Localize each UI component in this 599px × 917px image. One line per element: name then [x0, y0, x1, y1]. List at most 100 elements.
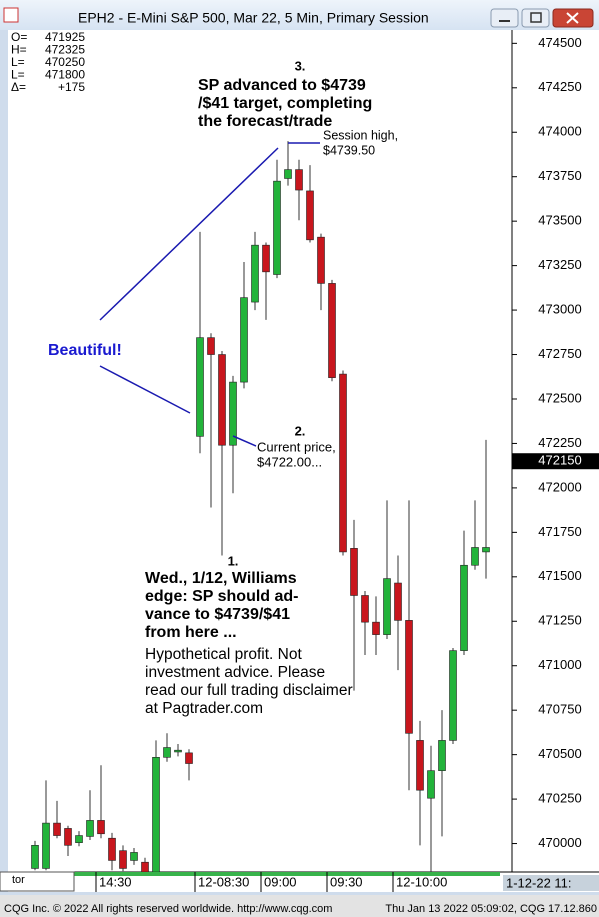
window-title: EPH2 - E-Mini S&P 500, Mar 22, 5 Min, Pr… [78, 10, 429, 26]
candle-body [460, 564, 468, 651]
maximize-button[interactable] [521, 8, 550, 28]
candle-body [108, 837, 116, 861]
candle-body [394, 582, 402, 621]
y-tick-label: 474250 [538, 79, 581, 94]
candle-body [306, 190, 314, 241]
candle-body [130, 852, 138, 861]
info-label: H= [11, 43, 27, 57]
candle-body [284, 169, 292, 179]
candle-body [405, 620, 413, 734]
annotation-text: vance to $4739/$41 [145, 606, 290, 623]
annotation-text: investment advice. Please [145, 664, 325, 681]
candle-body [273, 180, 281, 275]
x-tick-label: 09:30 [330, 874, 363, 889]
annotation-text: $4739.50 [323, 143, 375, 157]
candle-body [185, 752, 193, 764]
info-label: Δ= [11, 80, 26, 94]
candle-body [196, 337, 204, 437]
x-tick-label: 12-10:00 [396, 874, 447, 889]
candle-body [372, 621, 380, 635]
info-value: 470250 [45, 55, 85, 69]
corner-label: tor [12, 874, 25, 886]
annotation-line [99, 147, 279, 321]
candle-body [262, 244, 270, 273]
annotation-text: 2. [295, 423, 306, 438]
x-tick-label: 09:00 [264, 874, 297, 889]
annotation-text: 1. [228, 553, 239, 568]
price-axis [512, 30, 599, 872]
annotation-text: the forecast/trade [198, 113, 332, 130]
candle-body [438, 740, 446, 771]
info-value: 472325 [45, 43, 85, 57]
plot-area [8, 30, 512, 872]
candle-body [361, 595, 369, 623]
info-value: 471800 [45, 68, 85, 82]
y-tick-label: 471500 [538, 568, 581, 583]
annotation-line [99, 365, 191, 414]
corner-box [0, 871, 75, 892]
y-tick-label: 472000 [538, 479, 581, 494]
annotation-text: Hypothetical profit. Not [145, 646, 302, 663]
x-tick-label: 12-08:30 [198, 874, 249, 889]
time-axis [8, 872, 599, 892]
candle-body [64, 828, 72, 846]
candle-body [174, 749, 182, 753]
candle-body [218, 354, 226, 446]
y-tick-label: 471000 [538, 657, 581, 672]
annotation-text: Beautiful! [48, 342, 122, 359]
y-tick-label: 471750 [538, 524, 581, 539]
minimize-button[interactable] [490, 8, 519, 28]
candle-body [317, 236, 325, 284]
annotation-text: Wed., 1/12, Williams [145, 570, 297, 587]
candle-body [383, 578, 391, 635]
info-value: 471925 [45, 30, 85, 44]
footer [0, 895, 599, 917]
y-tick-label: 470000 [538, 835, 581, 850]
y-tick-label: 470750 [538, 702, 581, 717]
y-tick-label: 471250 [538, 613, 581, 628]
candle-body [141, 861, 149, 872]
footer-right: Thu Jan 13 2022 05:09:02, CQG 17.12.860 [385, 903, 597, 915]
annotation-text: from here ... [145, 624, 237, 641]
last-price-box [512, 453, 599, 470]
x-tick-label: 14:30 [99, 874, 132, 889]
annotation-text: 3. [295, 58, 306, 73]
annotation-text: read our full trading disclaimer [145, 682, 353, 699]
candle-body [482, 547, 490, 553]
y-tick-label: 473250 [538, 257, 581, 272]
y-tick-label: 474500 [538, 35, 581, 50]
session-bar [70, 872, 500, 876]
info-label: O= [11, 30, 27, 44]
y-tick-label: 470500 [538, 746, 581, 761]
y-tick-label: 473000 [538, 302, 581, 317]
info-label: L= [11, 55, 25, 69]
candle-body [229, 381, 237, 446]
candle-body [163, 747, 171, 758]
candle-body [31, 845, 39, 869]
last-price-label: 472150 [538, 453, 581, 468]
candle-body [339, 373, 347, 553]
y-tick-label: 472750 [538, 346, 581, 361]
candle-body [427, 770, 435, 799]
annotation-text: /$41 target, completing [198, 95, 372, 112]
candle-body [416, 740, 424, 791]
footer-left: CQG Inc. © 2022 All rights reserved worl… [4, 903, 332, 915]
y-tick-label: 474000 [538, 124, 581, 139]
date-box [503, 875, 599, 891]
y-tick-label: 470250 [538, 791, 581, 806]
y-tick-label: 473750 [538, 168, 581, 183]
y-tick-label: 473500 [538, 213, 581, 228]
y-tick-label: 472250 [538, 435, 581, 450]
annotation-text: Session high, [323, 128, 398, 142]
info-label: L= [11, 68, 25, 82]
y-tick-label: 472500 [538, 390, 581, 405]
annotation-text: SP advanced to $4739 [198, 77, 366, 94]
candle-body [86, 820, 94, 837]
candle-body [350, 548, 358, 596]
annotation-text: Current price, [257, 439, 336, 454]
annotation-text: at Pagtrader.com [145, 700, 263, 717]
candle-body [97, 820, 105, 835]
candle-body [471, 547, 479, 566]
annotation-line [232, 435, 257, 447]
